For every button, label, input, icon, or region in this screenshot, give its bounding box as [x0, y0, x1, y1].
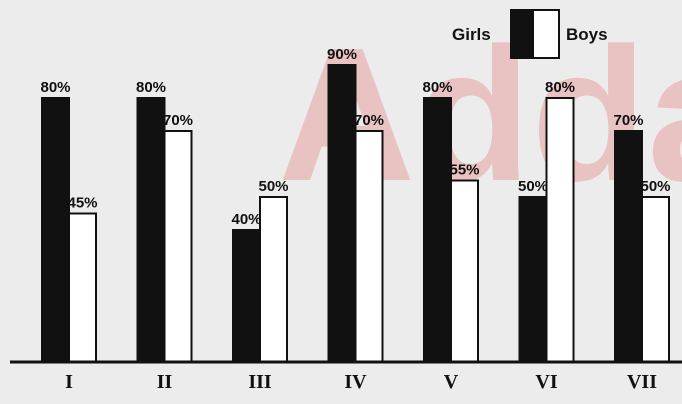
category-label-V: V — [444, 371, 459, 393]
bars-group: 80% 45% I 80% 70% II 40% 50% III 90% 70% IV 80% 55% V 5… — [40, 46, 670, 393]
bar-boys-III — [259, 196, 288, 363]
data-label-girls-I: 80% — [40, 79, 70, 96]
data-label-boys-VI: 80% — [545, 79, 575, 96]
bar-girls-III — [232, 229, 261, 363]
data-label-boys-II: 70% — [163, 112, 193, 129]
category-label-IV: IV — [344, 371, 367, 393]
category-label-VII: VII — [627, 371, 657, 393]
bar-boys-VI — [545, 97, 575, 363]
bar-boys-IV — [354, 130, 384, 363]
bar-girls-VII — [614, 130, 643, 363]
bar-boys-II — [163, 130, 193, 363]
legend-swatch-girls — [510, 9, 534, 59]
data-label-boys-VII: 50% — [640, 178, 670, 195]
data-label-girls-II: 80% — [136, 79, 166, 96]
bar-girls-VI — [518, 196, 548, 363]
bar-girls-V — [423, 97, 452, 363]
data-label-girls-VII: 70% — [613, 112, 643, 129]
legend-label-boys: Boys — [566, 25, 608, 44]
data-label-boys-V: 55% — [449, 162, 479, 179]
category-label-VI: VI — [535, 371, 557, 393]
category-label-I: I — [65, 371, 73, 393]
data-label-boys-IV: 70% — [354, 112, 384, 129]
data-label-girls-VI: 50% — [518, 178, 548, 195]
category-label-II: II — [157, 371, 173, 393]
bar-girls-I — [41, 97, 70, 363]
data-label-girls-V: 80% — [422, 79, 452, 96]
data-label-boys-III: 50% — [258, 178, 288, 195]
category-label-III: III — [248, 371, 272, 393]
bar-girls-II — [136, 97, 166, 363]
bar-girls-IV — [327, 64, 357, 363]
data-label-girls-III: 40% — [231, 211, 261, 228]
legend: Girls Boys — [452, 9, 608, 59]
data-label-girls-IV: 90% — [327, 46, 357, 63]
bar-boys-I — [68, 212, 97, 363]
bar-boys-VII — [641, 196, 670, 363]
data-label-boys-I: 45% — [67, 195, 97, 212]
bar-boys-V — [450, 179, 479, 363]
legend-swatch-boys — [532, 9, 560, 59]
legend-label-girls: Girls — [452, 25, 491, 44]
